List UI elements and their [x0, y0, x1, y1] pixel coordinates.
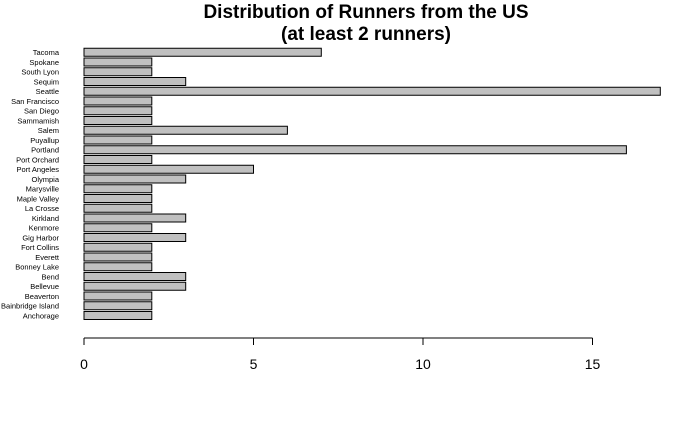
bar	[83, 125, 288, 135]
bar	[83, 145, 627, 155]
bar	[83, 223, 153, 233]
bar	[83, 203, 153, 213]
bar	[83, 184, 153, 194]
bar	[83, 301, 153, 311]
bar	[83, 67, 153, 77]
bar	[83, 164, 254, 174]
bar	[83, 252, 153, 262]
category-label: Port Orchard	[16, 155, 59, 164]
chart-title-line-2: (at least 2 runners)	[281, 24, 451, 45]
bar	[83, 155, 153, 164]
category-label: Gig Harbor	[22, 233, 59, 242]
bars-group	[83, 47, 661, 320]
bar	[83, 272, 187, 281]
category-label: Maple Valley	[17, 194, 60, 203]
x-axis: 0 5 10 15	[80, 337, 601, 372]
bar	[83, 262, 153, 272]
bar	[83, 47, 322, 57]
category-label: Portland	[31, 146, 59, 155]
bar	[83, 116, 153, 125]
category-label: Kirkland	[32, 214, 59, 223]
bar	[83, 77, 187, 86]
category-label: San Diego	[24, 107, 59, 116]
x-tick-label: 0	[80, 356, 88, 372]
bar	[83, 135, 153, 145]
bar	[83, 213, 187, 223]
bar	[83, 311, 153, 320]
x-tick-label: 10	[415, 356, 431, 372]
category-label: Tacoma	[33, 48, 60, 57]
bar	[83, 281, 187, 291]
category-label: Everett	[35, 253, 60, 262]
category-label: Anchorage	[23, 311, 59, 320]
category-label: Bend	[41, 272, 59, 281]
category-label: Sequim	[34, 77, 59, 86]
category-label: Sammamish	[17, 116, 59, 125]
bar	[83, 194, 153, 203]
category-label: Salem	[38, 126, 59, 135]
category-label: Bonney Lake	[15, 263, 59, 272]
category-label: Kenmore	[29, 224, 59, 233]
bar	[83, 242, 153, 252]
category-label: Beaverton	[25, 292, 59, 301]
bar	[83, 174, 187, 184]
category-label: Seattle	[36, 87, 59, 96]
chart-title-line-1: Distribution of Runners from the US	[203, 2, 528, 23]
category-label: Bainbridge Island	[1, 302, 59, 311]
category-label: San Francisco	[11, 97, 59, 106]
category-label: Olympia	[31, 175, 59, 184]
bar	[83, 291, 153, 301]
bar	[83, 57, 153, 67]
category-label: La Crosse	[25, 204, 59, 213]
x-tick-label: 15	[585, 356, 601, 372]
category-label: Spokane	[29, 58, 59, 67]
category-label: Port Angeles	[16, 165, 59, 174]
category-label: Puyallup	[30, 136, 59, 145]
bar	[83, 106, 153, 116]
category-label: South Lyon	[21, 68, 59, 77]
bar	[83, 233, 187, 242]
bar	[83, 96, 153, 106]
x-tick-label: 5	[250, 356, 258, 372]
category-label: Bellevue	[30, 282, 59, 291]
category-label: Marysville	[26, 185, 59, 194]
bar	[83, 86, 661, 96]
category-label: Fort Collins	[21, 243, 59, 252]
